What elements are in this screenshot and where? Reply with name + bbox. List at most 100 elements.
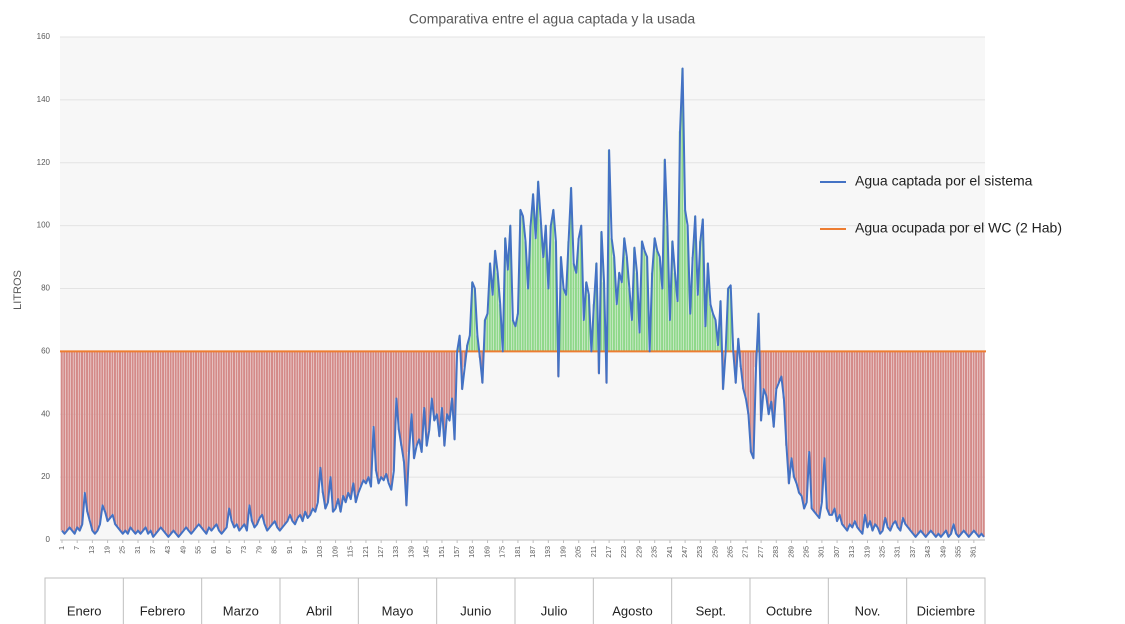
- day-bar: [98, 351, 101, 525]
- y-tick-label: 0: [46, 535, 51, 544]
- x-tick-label: 301: [819, 546, 826, 558]
- day-bar: [785, 351, 788, 446]
- day-bar: [823, 351, 826, 459]
- day-bar: [838, 351, 841, 515]
- day-bar: [339, 351, 342, 512]
- day-bar: [536, 181, 539, 352]
- day-bar: [526, 288, 529, 352]
- day-bar: [645, 257, 648, 352]
- day-bar: [628, 288, 631, 352]
- day-bar: [232, 351, 236, 528]
- month-label: Mayo: [382, 603, 414, 618]
- day-bar: [612, 257, 615, 352]
- day-bar: [873, 351, 876, 525]
- day-bar: [96, 351, 99, 531]
- day-bar: [952, 351, 955, 525]
- day-bar: [982, 351, 985, 537]
- month-label: Julio: [541, 603, 568, 618]
- day-bar: [215, 351, 218, 525]
- day-bar: [78, 351, 81, 531]
- month-label: Nov.: [855, 603, 881, 618]
- day-bar: [227, 351, 230, 509]
- day-bar: [795, 351, 798, 484]
- day-bar: [400, 351, 403, 446]
- day-bar: [367, 351, 370, 478]
- day-bar: [650, 272, 653, 352]
- day-bar: [205, 351, 208, 534]
- x-tick-label: 151: [439, 546, 446, 558]
- day-bar: [929, 351, 932, 531]
- day-bar: [164, 351, 167, 534]
- x-tick-label: 97: [302, 546, 309, 554]
- day-bar: [813, 351, 816, 512]
- day-bar: [514, 326, 517, 352]
- day-bar: [73, 351, 76, 534]
- day-bar: [653, 238, 656, 352]
- day-bar: [906, 351, 909, 528]
- day-bar: [896, 351, 899, 528]
- y-axis-label: LITROS: [12, 270, 24, 310]
- x-tick-label: 103: [317, 546, 324, 558]
- x-tick-label: 355: [956, 546, 963, 558]
- day-bar: [790, 351, 793, 459]
- x-tick-label: 277: [758, 546, 765, 558]
- day-bar: [362, 351, 365, 481]
- x-tick-label: 205: [576, 546, 583, 558]
- day-bar: [207, 351, 210, 528]
- day-bar: [344, 351, 347, 503]
- day-bar: [189, 351, 192, 534]
- x-tick-label: 271: [743, 546, 750, 558]
- day-bar: [511, 319, 514, 352]
- y-tick-label: 20: [41, 472, 50, 481]
- month-label: Marzo: [223, 603, 259, 618]
- series-line: [61, 67, 985, 538]
- day-bar: [412, 351, 415, 459]
- day-bar: [818, 351, 821, 518]
- day-bar: [858, 351, 861, 531]
- day-bar: [749, 351, 752, 452]
- day-bar: [336, 351, 339, 500]
- day-bar: [113, 351, 116, 525]
- day-bar: [863, 351, 866, 515]
- day-bar: [577, 238, 580, 352]
- x-tick-label: 73: [241, 546, 248, 554]
- day-bar: [554, 241, 557, 352]
- day-bar: [217, 351, 220, 531]
- month-label: Enero: [67, 603, 102, 618]
- x-tick-label: 55: [196, 546, 203, 554]
- day-bar: [86, 351, 89, 512]
- day-bar: [372, 351, 375, 427]
- x-tick-label: 127: [378, 546, 385, 558]
- day-bar: [856, 351, 859, 528]
- day-bar: [726, 288, 729, 352]
- day-bar: [921, 351, 924, 534]
- day-bar: [775, 351, 778, 390]
- day-bar: [932, 351, 935, 534]
- day-bar: [769, 351, 772, 402]
- day-bar: [688, 313, 691, 352]
- x-tick-label: 241: [667, 546, 674, 558]
- day-bar: [516, 313, 519, 352]
- x-tick-label: 217: [606, 546, 613, 558]
- day-bar: [506, 269, 509, 352]
- x-tick-label: 295: [804, 546, 811, 558]
- legend-label: Agua ocupada por el WC (2 Hab): [855, 220, 1062, 236]
- month-label: Diciembre: [917, 603, 976, 618]
- day-bar: [420, 351, 423, 452]
- day-bar: [108, 351, 111, 518]
- day-bar: [402, 351, 405, 462]
- day-bar: [704, 326, 707, 352]
- x-tick-label: 211: [591, 546, 598, 557]
- day-bar: [139, 351, 142, 534]
- day-bar: [519, 209, 522, 352]
- day-bar: [602, 282, 605, 352]
- day-bar: [270, 351, 273, 525]
- day-bar: [947, 351, 950, 537]
- day-bar: [260, 351, 263, 515]
- x-tick-label: 19: [104, 546, 111, 554]
- day-bar: [65, 351, 68, 531]
- day-bar: [696, 294, 699, 352]
- day-bar: [962, 351, 965, 531]
- day-bar: [146, 351, 149, 534]
- day-bar: [298, 351, 301, 515]
